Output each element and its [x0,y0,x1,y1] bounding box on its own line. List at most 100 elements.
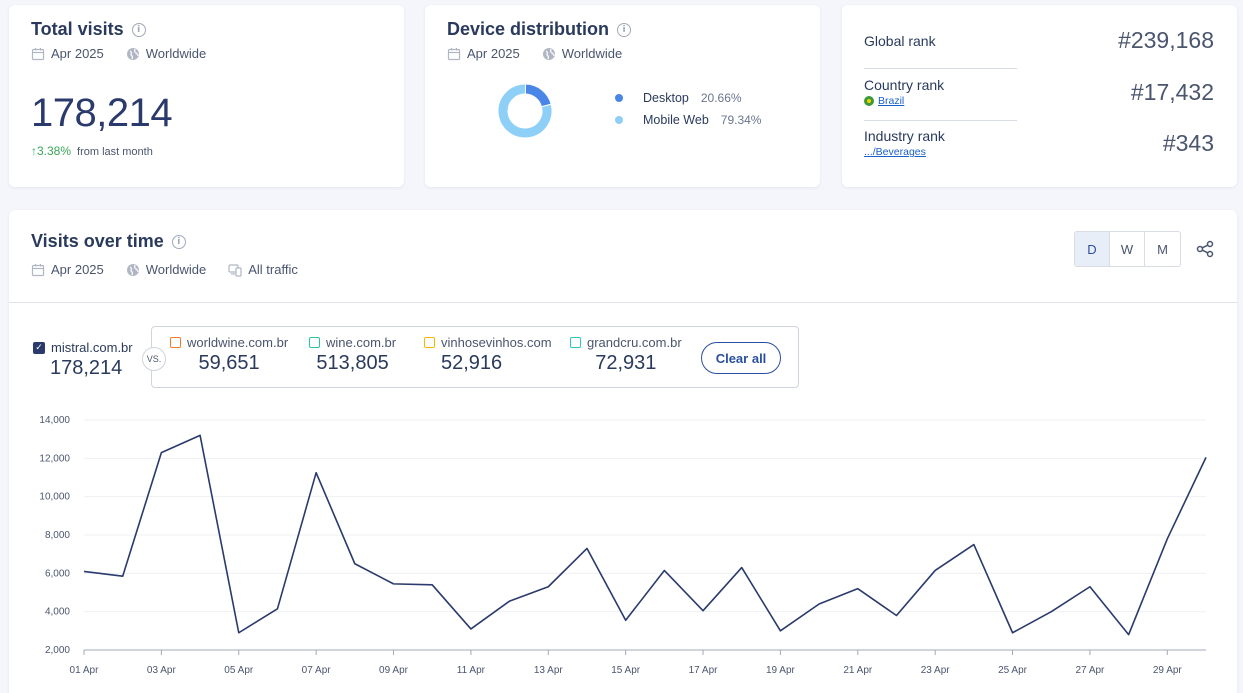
x-tick-label: 19 Apr [766,665,796,676]
competitor-vinhosevinhos[interactable]: vinhosevinhos.com 52,916 [424,335,552,375]
share-icon[interactable] [1196,240,1214,258]
rank-card: Global rank #239,168 Country rank Brazil… [842,5,1237,187]
country-name[interactable]: Brazil [878,95,905,107]
data-point[interactable] [661,567,667,573]
y-tick-label: 2,000 [45,645,70,656]
data-point[interactable] [1087,584,1093,590]
industry-link[interactable]: .../Beverages [864,146,1214,158]
x-tick-label: 27 Apr [1075,665,1105,676]
visits-change: ↑3.38% from last month [31,144,382,158]
legend-label: Desktop [643,91,689,105]
info-icon[interactable]: i [171,234,186,249]
data-point[interactable] [274,606,280,612]
device-distribution-title: Device distribution [447,19,610,39]
granularity-week-button[interactable]: W [1110,232,1145,266]
data-point[interactable] [313,470,319,476]
main-site-selector[interactable]: ✓ mistral.com.br 178,214 [33,340,133,380]
data-point[interactable] [120,573,126,579]
data-point[interactable] [81,568,87,574]
competitors-box: worldwine.com.br 59,651 wine.com.br 513,… [151,326,799,388]
data-point[interactable] [584,545,590,551]
data-point[interactable] [468,626,474,632]
data-point[interactable] [1164,536,1170,542]
clear-all-button[interactable]: Clear all [701,342,781,374]
checkbox-icon[interactable] [424,337,435,348]
region-label: Worldwide [145,262,207,277]
x-tick-label: 15 Apr [611,665,641,676]
devices-icon [228,263,242,277]
region-label: Worldwide [145,46,207,61]
competitor-wine[interactable]: wine.com.br 513,805 [309,335,396,375]
data-point[interactable] [816,601,822,607]
data-point[interactable] [1010,630,1016,636]
data-point[interactable] [391,581,397,587]
granularity-day-button[interactable]: D [1075,232,1110,266]
y-tick-label: 4,000 [45,607,70,618]
checkbox-icon[interactable] [570,337,581,348]
checkbox-checked-icon[interactable]: ✓ [33,341,45,354]
calendar-icon [31,263,45,276]
competitor-value: 513,805 [316,352,389,374]
data-point[interactable] [197,432,203,438]
industry-name[interactable]: .../Beverages [864,146,926,158]
info-icon[interactable]: i [131,22,146,37]
data-point[interactable] [739,565,745,571]
competitor-name: vinhosevinhos.com [441,335,552,350]
device-donut-chart [497,83,553,144]
industry-rank-row: Industry rank .../Beverages #343 [864,128,1214,158]
competitor-value: 72,931 [595,352,657,374]
data-point[interactable] [855,586,861,592]
x-tick-label: 21 Apr [843,665,873,676]
global-rank-value: #239,168 [1118,27,1214,53]
competitor-name: wine.com.br [326,335,397,350]
period-label: Apr 2025 [467,46,520,61]
data-point[interactable] [429,582,435,588]
data-point[interactable] [700,608,706,614]
y-tick-label: 6,000 [45,568,70,579]
total-visits-meta: Apr 2025 Worldwide [31,46,382,61]
y-tick-label: 8,000 [45,530,70,541]
info-icon[interactable]: i [617,22,632,37]
country-rank-row: Country rank Brazil #17,432 [864,77,1214,107]
legend-label: Mobile Web [643,113,709,127]
calendar-icon [447,47,461,60]
legend-percent: 20.66% [700,91,742,105]
donut-slice-mobile-web[interactable] [497,83,553,139]
main-site-name: mistral.com.br [51,340,133,355]
change-label: from last month [77,146,153,158]
legend-item-desktop: Desktop 20.66% [615,91,761,105]
data-point[interactable] [777,628,783,634]
series-line-mistral[interactable] [83,434,1207,636]
data-point[interactable] [623,617,629,623]
x-tick-label: 05 Apr [224,665,254,676]
y-tick-label: 12,000 [39,453,70,464]
data-point[interactable] [545,584,551,590]
x-tick-label: 03 Apr [147,665,177,676]
competitor-worldwine[interactable]: worldwine.com.br 59,651 [170,335,288,375]
calendar-icon [31,47,45,60]
country-rank-value: #17,432 [1130,79,1214,105]
checkbox-icon[interactable] [309,337,320,348]
country-link[interactable]: Brazil [864,95,1214,107]
data-point[interactable] [932,567,938,573]
data-point[interactable] [352,561,358,567]
data-point[interactable] [1048,609,1054,615]
x-tick-label: 25 Apr [998,665,1028,676]
checkbox-icon[interactable] [170,337,181,348]
data-point[interactable] [236,630,242,636]
legend-item-mobile-web: Mobile Web 79.34% [615,113,761,127]
donut-slice-desktop[interactable] [524,83,552,108]
granularity-month-button[interactable]: M [1157,241,1168,257]
data-point[interactable] [507,598,513,604]
granularity-toggle: D W M [1074,231,1181,267]
data-point[interactable] [971,542,977,548]
x-tick-label: 01 Apr [70,665,100,676]
legend-dot [615,94,623,102]
data-point[interactable] [1126,632,1132,638]
total-visits-title: Total visits [31,19,124,39]
competitor-grandcru[interactable]: grandcru.com.br 72,931 [570,335,682,375]
data-point[interactable] [893,613,899,619]
data-point[interactable] [1203,454,1209,460]
competitor-name: grandcru.com.br [587,335,682,350]
data-point[interactable] [158,450,164,456]
